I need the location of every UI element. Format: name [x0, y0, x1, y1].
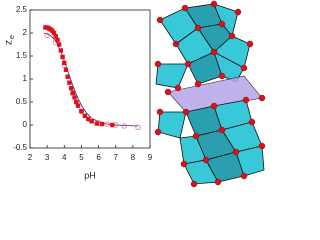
polyhedron	[157, 111, 187, 139]
square-marker	[99, 121, 105, 127]
atom	[258, 142, 266, 150]
atom	[218, 126, 226, 134]
oxygen-atoms	[154, 0, 266, 188]
atom	[164, 88, 172, 96]
y-tick-label: 0	[23, 120, 28, 129]
atom	[182, 108, 190, 116]
atom	[232, 148, 240, 156]
y-tick-label: 1.5	[16, 51, 28, 60]
polyhedron	[155, 63, 189, 89]
square-marker	[86, 116, 91, 122]
atom	[248, 118, 256, 126]
square-marker	[110, 122, 115, 128]
polyhedron	[235, 145, 265, 177]
atom	[258, 94, 266, 102]
y-axis-label-group: z e	[4, 35, 16, 45]
atom	[234, 8, 242, 16]
y-tick-label: 2.5	[16, 5, 28, 14]
x-tick-label: 9	[148, 153, 153, 162]
polyoxometalate-structure	[154, 0, 266, 188]
atom	[174, 84, 182, 92]
circle-marker	[78, 108, 85, 114]
atom	[172, 40, 180, 48]
atom	[218, 20, 226, 28]
x-tick-label: 6	[96, 153, 101, 162]
atom	[156, 16, 164, 24]
square-marker	[68, 86, 74, 91]
atom	[154, 60, 162, 68]
atom	[156, 108, 164, 116]
square-marker	[56, 42, 62, 47]
square-marker	[94, 121, 100, 126]
x-tick-label: 4	[62, 153, 67, 162]
atom	[154, 128, 162, 136]
square-marker	[50, 28, 55, 33]
circle-marker	[121, 123, 127, 129]
atom	[228, 32, 236, 40]
atom	[180, 160, 188, 168]
atom	[218, 72, 226, 80]
square-marker	[55, 37, 60, 43]
y-tick-label: -0.5	[13, 143, 27, 152]
square-marker	[58, 48, 64, 53]
x-tick-label: 5	[79, 153, 84, 162]
square-marker	[65, 74, 70, 79]
square-marker	[89, 119, 94, 124]
atom	[181, 4, 189, 12]
atom	[194, 24, 202, 32]
square-marker	[79, 109, 84, 114]
square-marker	[63, 67, 69, 72]
x-tick-label: 3	[45, 153, 50, 162]
atom	[210, 0, 218, 8]
square-marker	[70, 90, 76, 95]
y-tick-label: 0.5	[16, 97, 28, 106]
figure: pH z e 2 3 4 5 6 7 8 9 -0.5 0 0.5 1 1.5 2 2.5	[4, 0, 266, 188]
x-tick-label: 8	[131, 153, 136, 162]
circle-marker	[135, 124, 141, 130]
square-marker	[82, 113, 88, 118]
square-marker	[60, 54, 65, 60]
atom	[242, 96, 250, 104]
atom	[240, 172, 248, 180]
circle-marker	[104, 121, 110, 127]
square-marker	[74, 99, 79, 105]
square-marker	[51, 30, 57, 36]
atom	[240, 64, 248, 72]
atom	[202, 156, 210, 164]
fit-line	[43, 32, 139, 127]
atom	[190, 180, 198, 188]
square-marker	[53, 34, 58, 39]
square-marker	[72, 95, 77, 100]
atom	[210, 102, 218, 110]
y-tick-label: 2	[23, 28, 28, 37]
x-tick-label: 2	[28, 153, 33, 162]
atom	[214, 178, 222, 186]
y-axis-label-subscript: e	[9, 35, 16, 39]
x-tick-label: 7	[113, 153, 118, 162]
atom	[246, 40, 254, 48]
square-marker	[75, 103, 81, 108]
circle-marker	[44, 32, 50, 38]
atom	[184, 60, 192, 68]
atom	[192, 132, 200, 140]
x-axis-label: pH	[84, 170, 96, 180]
y-axis-label: z	[4, 40, 15, 45]
atom	[210, 48, 218, 56]
square-marker	[62, 60, 67, 66]
plot-frame	[29, 9, 151, 149]
square-marker	[67, 80, 72, 85]
atom	[194, 80, 202, 88]
y-tick-label: 1	[23, 74, 28, 83]
